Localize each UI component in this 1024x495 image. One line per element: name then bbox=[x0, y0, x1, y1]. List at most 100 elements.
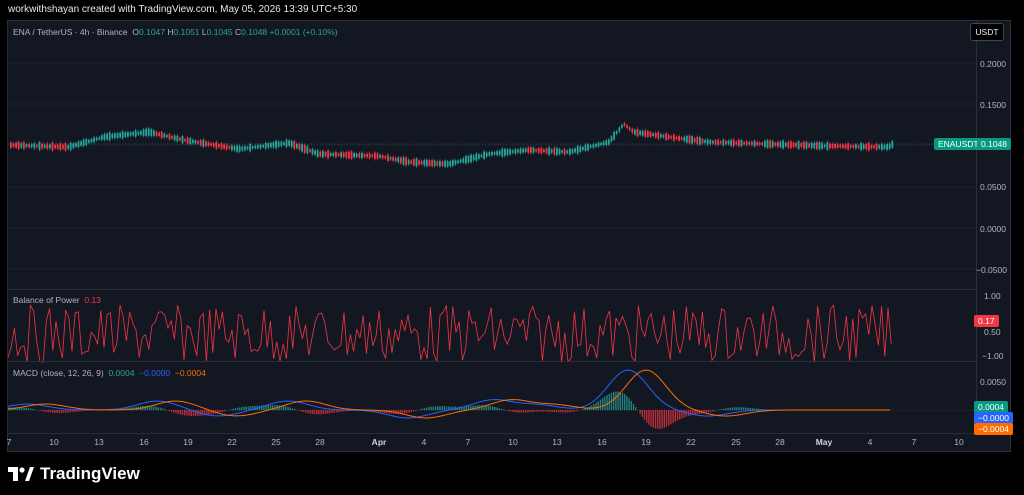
candle-body bbox=[350, 151, 353, 159]
candle-body bbox=[389, 157, 392, 160]
candle-body bbox=[587, 144, 589, 151]
candle-body bbox=[353, 152, 355, 158]
macd-histogram-bar bbox=[593, 404, 595, 411]
macd-histogram-bar bbox=[278, 405, 280, 411]
macd-histogram-bar bbox=[494, 406, 496, 411]
macd-histogram-bar bbox=[452, 406, 454, 411]
candle-body bbox=[488, 152, 491, 156]
time-tick: 10 bbox=[508, 437, 518, 447]
macd-label[interactable]: MACD (close, 12, 26, 9) bbox=[13, 368, 104, 378]
macd-histogram-bar bbox=[82, 410, 85, 412]
pane-separator-bop[interactable] bbox=[8, 361, 976, 362]
candle-body bbox=[397, 157, 400, 163]
time-tick: 10 bbox=[49, 437, 59, 447]
macd-histogram-bar bbox=[234, 408, 236, 411]
candle-body bbox=[197, 141, 199, 144]
candle-body bbox=[725, 140, 727, 145]
macd-histogram-bar bbox=[397, 410, 399, 414]
macd-histogram-bar bbox=[461, 406, 463, 411]
candle-body bbox=[769, 140, 771, 148]
macd-histogram-bar bbox=[45, 410, 47, 412]
macd-histogram-bar bbox=[157, 407, 159, 411]
candle-body bbox=[855, 144, 857, 149]
candle-body bbox=[387, 154, 389, 161]
macd-histogram-bar bbox=[745, 407, 747, 411]
price-tick: 0.2000 bbox=[980, 59, 1006, 69]
time-tick: 16 bbox=[597, 437, 607, 447]
candle-body bbox=[576, 145, 579, 154]
candle-body bbox=[366, 153, 368, 158]
macd-histogram-bar bbox=[316, 410, 318, 415]
chart-frame[interactable]: ENA / TetherUS · 4h · Binance O0.1047 H0… bbox=[7, 20, 1013, 452]
macd-histogram-bar bbox=[236, 407, 239, 411]
candle-body bbox=[163, 133, 166, 138]
candle-body bbox=[233, 146, 236, 151]
tradingview-logo[interactable]: TradingView bbox=[8, 464, 140, 484]
candle-body bbox=[548, 147, 550, 155]
candle-body bbox=[579, 146, 582, 152]
candle-body bbox=[137, 131, 140, 135]
macd-histogram-bar bbox=[197, 410, 199, 416]
bop-legend[interactable]: Balance of Power 0.13 bbox=[13, 295, 101, 305]
macd-histogram-bar bbox=[419, 409, 421, 411]
macd-legend[interactable]: MACD (close, 12, 26, 9) 0.0004 −0.0000 −… bbox=[13, 368, 206, 378]
macd-histogram-bar bbox=[674, 410, 676, 422]
macd-histogram-bar bbox=[604, 396, 606, 411]
candle-body bbox=[142, 129, 145, 136]
macd-histogram-bar bbox=[472, 405, 474, 411]
currency-button[interactable]: USDT bbox=[970, 23, 1004, 41]
candle-body bbox=[23, 142, 25, 149]
macd-histogram-bar bbox=[426, 407, 428, 411]
candle-body bbox=[589, 145, 592, 148]
chart-canvas[interactable] bbox=[8, 21, 1010, 451]
candle-body bbox=[56, 144, 59, 149]
macd-histogram-bar bbox=[668, 410, 670, 426]
macd-histogram-bar bbox=[395, 410, 397, 414]
macd-histogram-bar bbox=[738, 407, 740, 411]
candle-body bbox=[803, 141, 805, 149]
candle-body bbox=[792, 142, 795, 147]
candle-body bbox=[145, 128, 147, 136]
macd-histogram-bar bbox=[430, 406, 432, 411]
macd-histogram-bar bbox=[379, 410, 382, 413]
candle-body bbox=[12, 143, 15, 147]
macd-histogram-bar bbox=[525, 410, 527, 413]
candle-body bbox=[621, 125, 623, 128]
candle-body bbox=[771, 141, 774, 148]
candle-body bbox=[888, 143, 891, 150]
candle-body bbox=[787, 141, 790, 148]
candle-body bbox=[623, 123, 626, 126]
candle-body bbox=[753, 140, 756, 147]
macd-histogram-bar bbox=[58, 410, 60, 413]
macd-histogram-bar bbox=[300, 410, 302, 412]
macd-histogram-bar bbox=[646, 410, 648, 423]
candle-body bbox=[199, 140, 202, 146]
macd-histogram-bar bbox=[410, 410, 412, 413]
macd-histogram-bar bbox=[727, 407, 729, 411]
macd-histogram-bar bbox=[327, 410, 329, 414]
pane-separator-main[interactable] bbox=[8, 289, 976, 290]
candle-body bbox=[28, 143, 30, 148]
candle-body bbox=[483, 151, 485, 159]
candle-body bbox=[496, 151, 498, 156]
candle-body bbox=[836, 144, 839, 148]
candle-body bbox=[376, 153, 379, 159]
symbol-label[interactable]: ENA / TetherUS · 4h · Binance bbox=[13, 27, 128, 37]
macd-histogram-bar bbox=[324, 410, 327, 414]
macd-histogram-bar bbox=[441, 406, 443, 411]
macd-histogram-bar bbox=[540, 410, 542, 412]
macd-histogram-bar bbox=[333, 410, 335, 413]
change-value: +0.0001 (+0.10%) bbox=[269, 27, 338, 37]
macd-histogram-bar bbox=[67, 410, 69, 413]
candle-body bbox=[738, 139, 740, 147]
bop-label[interactable]: Balance of Power bbox=[13, 295, 80, 305]
candle-body bbox=[553, 147, 556, 155]
macd-histogram-bar bbox=[252, 405, 254, 411]
macd-histogram-bar bbox=[80, 410, 82, 412]
candle-body bbox=[857, 145, 860, 148]
candle-body bbox=[743, 142, 745, 145]
candle-body bbox=[124, 132, 127, 137]
macd-histogram-bar bbox=[322, 410, 324, 415]
main-legend[interactable]: ENA / TetherUS · 4h · Binance O0.1047 H0… bbox=[13, 27, 338, 37]
open-label: O bbox=[132, 27, 140, 37]
